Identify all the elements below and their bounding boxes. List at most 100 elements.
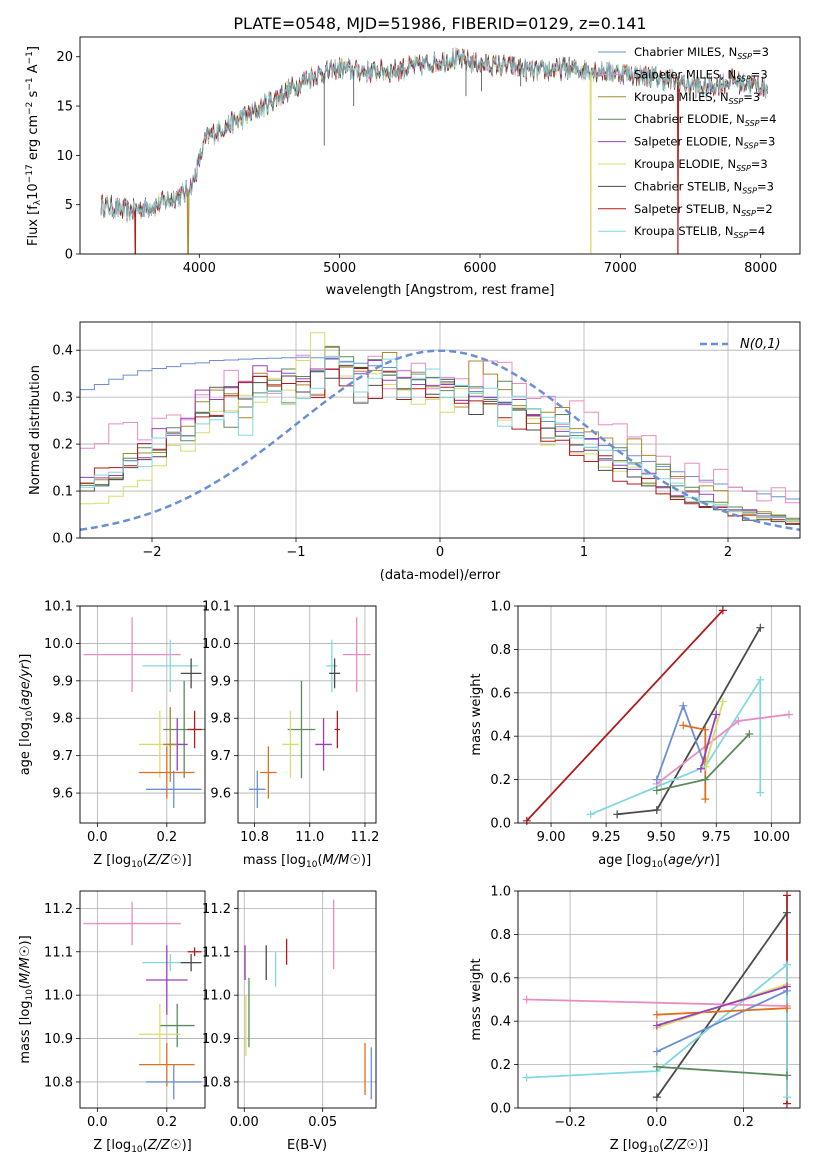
y-axis-label: mass weight	[469, 673, 484, 755]
label-part: Z/Z☉	[147, 1138, 182, 1153]
label-part: (	[663, 853, 668, 868]
weight-marker	[712, 710, 721, 719]
y-tick-label: 0.0	[490, 1102, 511, 1117]
label-part: SSP	[736, 164, 751, 173]
legend-label-chabrier-elodie: Chabrier ELODIE, NSSP=4	[634, 112, 776, 128]
y-tick-label: 9.8	[210, 712, 231, 727]
label-part: (	[18, 706, 33, 711]
x-tick-label: 9.25	[592, 830, 621, 845]
y-tick-label: 0.0	[52, 532, 73, 547]
x-tick-label: −2	[142, 545, 161, 560]
weight-line-chabrier-miles	[656, 989, 788, 1053]
y-tick-label: 11.2	[202, 902, 231, 917]
weight-line-salpeter-elodie	[700, 714, 718, 770]
histogram-salpeter-stelib	[80, 368, 800, 524]
y-tick-label: 11.0	[44, 989, 73, 1004]
label-part: =3	[751, 157, 768, 171]
axes-frame	[79, 321, 801, 539]
x-axis-label: (data-model)/error	[380, 568, 501, 583]
legend-label-gaussian: N(0,1)	[740, 337, 781, 352]
x-tick-label: 9.75	[702, 830, 731, 845]
x-axis-label: wavelength [Angstrom, rest frame]	[326, 283, 555, 298]
label-part: )]	[18, 935, 33, 945]
label-part: 10	[651, 860, 663, 870]
weight-marker	[782, 908, 791, 917]
label-part: Salpeter MILES, N	[634, 67, 736, 81]
axes-frame	[517, 605, 801, 824]
x-tick-label: 0.2	[156, 830, 177, 845]
panel-age_vs_Z: 0.0 0.29.69.79.89.910.010.1Z [log10(Z/Z☉)…	[18, 600, 206, 870]
weight-marker	[679, 701, 688, 710]
y-tick-label: 10.9	[202, 1032, 231, 1047]
label-part: Kroupa STELIB, N	[634, 224, 734, 238]
x-tick-label: 5000	[323, 261, 356, 276]
weight-marker	[522, 1073, 531, 1082]
weight-marker	[652, 1021, 661, 1030]
label-part: SSP	[734, 231, 749, 240]
legend-label-kroupa-elodie: Kroupa ELODIE, NSSP=3	[634, 157, 768, 173]
weight-line-kroupa-elodie	[704, 701, 724, 767]
y-tick-label: 9.6	[52, 787, 73, 802]
y-tick-label: 10.1	[44, 600, 73, 615]
x-axis-label: mass [log10(M/M☉)]	[243, 853, 371, 870]
y-tick-label: 10.8	[44, 1075, 73, 1090]
y-tick-label: 20	[56, 50, 73, 65]
gaussian-curve	[80, 349, 800, 532]
label-part: Z/Z☉	[147, 853, 182, 868]
weight-marker	[652, 1062, 661, 1071]
histogram-kroupa-stelib	[80, 356, 800, 525]
x-tick-label: 0.0	[87, 1115, 108, 1130]
plot-area	[80, 332, 800, 532]
y-axis-label: mass [log10(M/M☉)]	[18, 935, 35, 1063]
label-part: Kroupa ELODIE, N	[634, 157, 736, 171]
y-tick-label: 11.1	[202, 945, 231, 960]
weight-marker	[613, 810, 622, 819]
x-tick-label: 10.8	[240, 830, 269, 845]
weight-marker	[718, 697, 727, 706]
x-tick-label: 10.00	[753, 830, 790, 845]
panel-spectrum: 4000 5000 6000 7000 8000 0 5 10 15 20 Chabrier MIL…	[25, 36, 801, 298]
y-axis-label: Normed distribution	[28, 365, 43, 495]
weight-marker	[652, 786, 661, 795]
weight-marker	[696, 764, 705, 773]
x-tick-label: 11.0	[295, 830, 324, 845]
figure-title: PLATE=0548, MJD=51986, FIBERID=0129, z=0…	[233, 14, 646, 33]
x-axis-label: age [log10(age/yr)]	[598, 853, 720, 870]
weight-marker	[734, 717, 743, 726]
y-tick-label: 1.0	[490, 600, 511, 615]
label-part: 10	[131, 1145, 143, 1155]
label-part: (	[143, 853, 148, 868]
x-tick-label: 2	[724, 545, 732, 560]
axes-frame	[79, 605, 206, 824]
weight-marker	[784, 710, 793, 719]
x-tick-label: 0.00	[230, 1115, 259, 1130]
label-part: (	[18, 984, 33, 989]
label-part: 10	[26, 183, 41, 200]
plot-area	[244, 899, 372, 1100]
y-tick-label: 0.1	[52, 485, 73, 500]
x-tick-label: 0	[436, 545, 444, 560]
y-tick-label: 10.1	[202, 600, 231, 615]
label-part: )]	[182, 1138, 192, 1153]
x-tick-label: 0.0	[646, 1115, 667, 1130]
panel-mass_weight_vs_age: 9.00 9.25 9.50 9.75 10.00 0.0 0.2 0.4 0.6 0.8 1.0 m…	[469, 600, 801, 870]
label-part: SSP	[736, 74, 751, 83]
plot-area	[83, 901, 202, 1100]
weight-marker	[782, 891, 791, 900]
weight-marker	[522, 995, 531, 1004]
x-tick-label: 0.05	[308, 1115, 337, 1130]
y-tick-label: 0	[65, 248, 73, 263]
label-part: =4	[760, 112, 777, 126]
x-tick-label: 0.2	[156, 1115, 177, 1130]
label-part: (	[317, 853, 322, 868]
label-part: (	[143, 1138, 148, 1153]
label-part: age [log	[598, 853, 651, 868]
y-tick-label: 10.0	[44, 637, 73, 652]
label-part: Salpeter STELIB, N	[634, 202, 741, 216]
weight-marker	[652, 1047, 661, 1056]
label-part: Z/Z☉	[663, 1138, 698, 1153]
label-part: )]	[18, 654, 33, 664]
label-part: (	[659, 1138, 664, 1153]
y-axis-label: mass weight	[469, 958, 484, 1040]
label-part: SSP	[741, 209, 756, 218]
